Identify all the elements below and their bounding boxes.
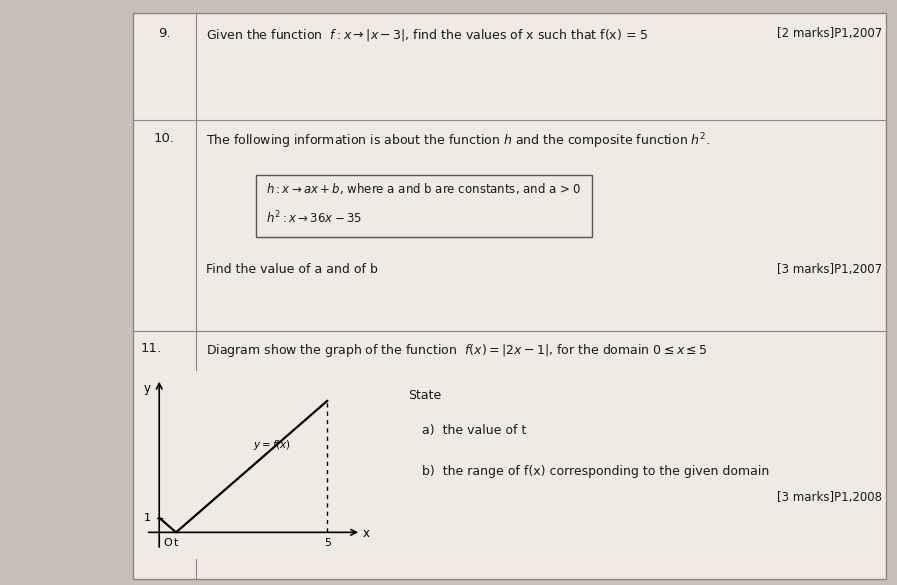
Bar <box>133 13 886 579</box>
Text: 1: 1 <box>144 512 151 523</box>
Text: [3 marks]P1,2007: [3 marks]P1,2007 <box>777 263 882 276</box>
Text: [2 marks]P1,2007: [2 marks]P1,2007 <box>777 27 882 40</box>
Text: 9.: 9. <box>158 27 170 40</box>
Text: The following information is about the function $h$ and the composite function $: The following information is about the f… <box>206 132 710 152</box>
Text: Diagram show the graph of the function  $f(x)=|2x-1|$, for the domain $0\leq x\l: Diagram show the graph of the function $… <box>206 342 708 359</box>
Text: [3 marks]P1,2008: [3 marks]P1,2008 <box>777 491 882 504</box>
Text: State: State <box>408 389 441 402</box>
Text: b)  the range of f(x) corresponding to the given domain: b) the range of f(x) corresponding to th… <box>422 465 769 478</box>
Text: $h^2:x \rightarrow 36x-35$: $h^2:x \rightarrow 36x-35$ <box>266 209 362 226</box>
Text: 10.: 10. <box>153 132 175 144</box>
Bar <box>256 176 592 237</box>
Text: Find the value of a and of b: Find the value of a and of b <box>206 263 379 276</box>
Text: t: t <box>174 538 179 548</box>
Text: 11.: 11. <box>140 342 161 355</box>
Text: O: O <box>163 538 172 548</box>
Text: Given the function  $f:x \rightarrow|x-3|$, find the values of x such that f(x) : Given the function $f:x \rightarrow|x-3|… <box>206 27 649 43</box>
Text: x: x <box>362 527 370 541</box>
Text: a)  the value of t: a) the value of t <box>422 424 526 437</box>
Text: 5: 5 <box>324 538 331 548</box>
Text: $h:x \rightarrow ax+b$, where a and b are constants, and a > 0: $h:x \rightarrow ax+b$, where a and b ar… <box>266 181 582 197</box>
Text: $y = f(x)$: $y = f(x)$ <box>253 438 292 452</box>
Text: y: y <box>144 381 151 395</box>
